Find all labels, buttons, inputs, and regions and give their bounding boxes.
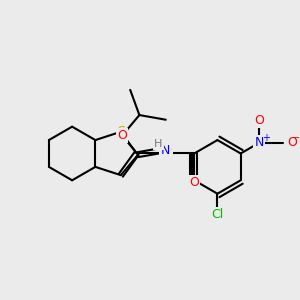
- Text: O: O: [162, 143, 171, 157]
- Text: +: +: [262, 133, 270, 143]
- Text: N: N: [161, 144, 170, 157]
- Text: S: S: [117, 125, 125, 138]
- Text: N: N: [255, 136, 264, 149]
- Text: O: O: [287, 136, 297, 149]
- Text: −: −: [292, 133, 300, 143]
- Text: O: O: [254, 114, 264, 127]
- Text: O: O: [117, 129, 127, 142]
- Text: Cl: Cl: [211, 208, 224, 221]
- Text: O: O: [189, 176, 199, 189]
- Text: H: H: [154, 139, 163, 148]
